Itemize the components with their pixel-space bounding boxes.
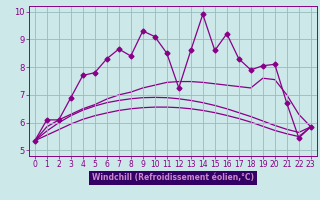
X-axis label: Windchill (Refroidissement éolien,°C): Windchill (Refroidissement éolien,°C)	[92, 173, 254, 182]
